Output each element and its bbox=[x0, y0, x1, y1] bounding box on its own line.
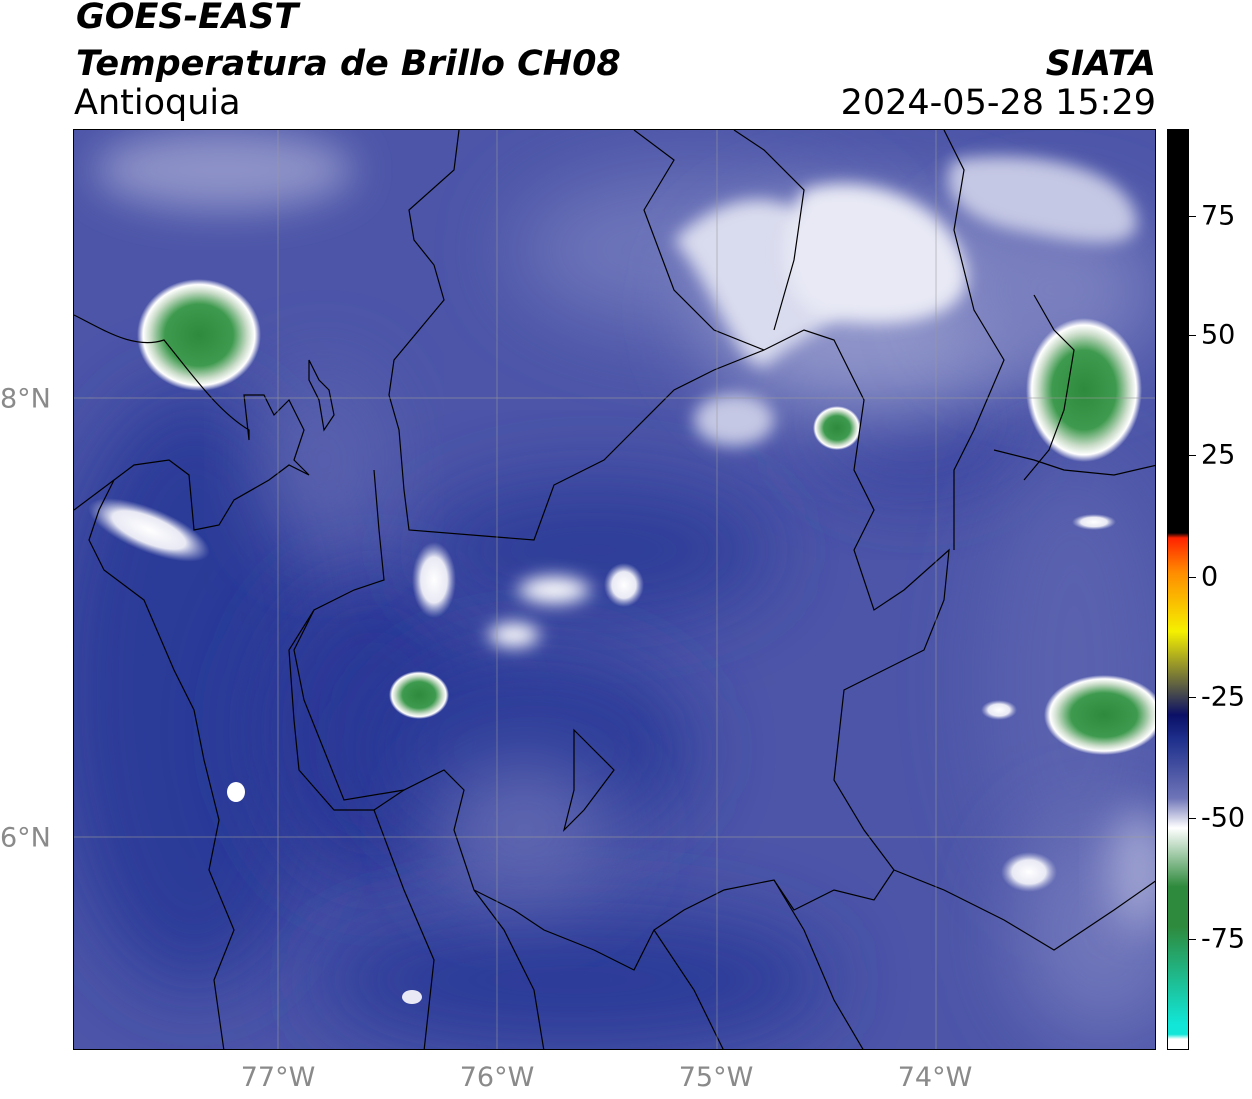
x-tick-77w: 77°W bbox=[240, 1062, 316, 1093]
x-tick-76w: 76°W bbox=[459, 1062, 535, 1093]
gulf-islet bbox=[308, 359, 335, 432]
borders bbox=[74, 130, 1155, 1049]
cbar-mark-neg75 bbox=[1189, 939, 1196, 940]
cbar-label-75: 75 bbox=[1201, 200, 1236, 232]
cold-cloud-tops bbox=[88, 156, 1155, 1004]
cundinamarca-boundary bbox=[653, 929, 724, 1049]
boyaca-boundary bbox=[773, 879, 864, 1049]
cbar-label-0: 0 bbox=[1201, 561, 1219, 593]
antioquia-boundary bbox=[293, 130, 950, 971]
cbar-label-neg75: -75 bbox=[1201, 923, 1246, 955]
satellite-title: GOES-EAST bbox=[76, 0, 299, 37]
cbar-label-25: 25 bbox=[1201, 439, 1236, 471]
coastline bbox=[74, 314, 310, 1049]
inner-boundary bbox=[562, 728, 615, 832]
cloud-santander-south bbox=[1044, 675, 1155, 755]
cloud-choco-coast bbox=[88, 498, 210, 562]
cbar-label-neg25: -25 bbox=[1201, 681, 1246, 713]
x-tick-75w: 75°W bbox=[678, 1062, 754, 1093]
map-canvas bbox=[74, 130, 1155, 1049]
cloud-bolivar bbox=[813, 406, 861, 450]
organization-label: SIATA bbox=[1045, 44, 1156, 84]
y-tick-6n: 6°N bbox=[0, 822, 51, 854]
cbar-label-neg50: -50 bbox=[1201, 802, 1246, 834]
gridlines bbox=[74, 130, 1155, 1049]
cloud-central-north bbox=[412, 542, 456, 618]
datetime-label: 2024-05-28 15:29 bbox=[840, 83, 1156, 123]
cloud-santander-north bbox=[1026, 318, 1142, 462]
region-title: Antioquia bbox=[74, 83, 241, 123]
cesar-boundary bbox=[943, 130, 1005, 550]
cbar-mark-neg25 bbox=[1189, 697, 1196, 698]
cloud-uraba-gulf bbox=[137, 279, 261, 391]
cbar-mark-25 bbox=[1189, 455, 1196, 456]
santander-north-boundary bbox=[1023, 294, 1075, 481]
cordoba-boundary bbox=[633, 130, 765, 351]
cbar-mark-50 bbox=[1189, 335, 1196, 336]
risaralda-boundary bbox=[373, 809, 435, 1049]
cloud-uraba-south bbox=[389, 671, 449, 719]
cbar-mark-neg50 bbox=[1189, 818, 1196, 819]
norte-santander-boundary bbox=[993, 449, 1155, 476]
caldas-boundary bbox=[473, 889, 545, 1049]
colorbar bbox=[1167, 129, 1189, 1050]
satellite-map bbox=[73, 129, 1156, 1050]
y-tick-8n: 8°N bbox=[0, 383, 51, 415]
cbar-mark-0 bbox=[1189, 577, 1196, 578]
coastline-north bbox=[74, 479, 115, 511]
bolivar-boundary bbox=[733, 130, 805, 331]
product-title: Temperatura de Brillo CH08 bbox=[76, 44, 621, 84]
cbar-label-50: 50 bbox=[1201, 319, 1236, 351]
x-tick-74w: 74°W bbox=[897, 1062, 973, 1093]
cbar-mark-75 bbox=[1189, 216, 1196, 217]
